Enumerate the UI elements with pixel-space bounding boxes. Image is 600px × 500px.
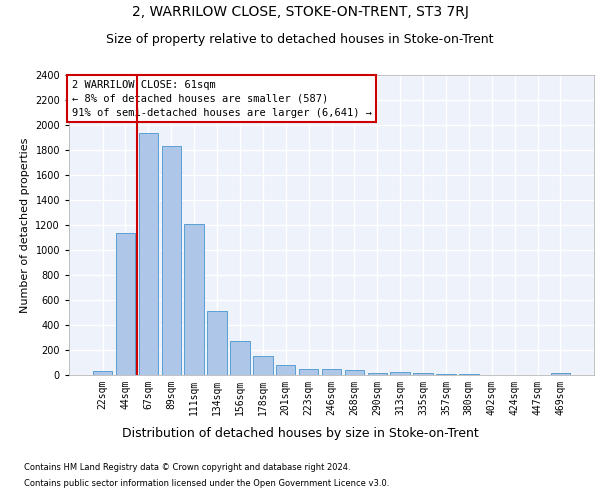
Bar xyxy=(459,374,479,375)
Text: Size of property relative to detached houses in Stoke-on-Trent: Size of property relative to detached ho… xyxy=(106,32,494,46)
Bar xyxy=(184,224,204,375)
Bar xyxy=(436,374,455,375)
Bar xyxy=(322,370,341,375)
Bar xyxy=(161,146,181,375)
Text: Contains HM Land Registry data © Crown copyright and database right 2024.: Contains HM Land Registry data © Crown c… xyxy=(24,464,350,472)
Bar xyxy=(230,340,250,375)
Bar xyxy=(413,373,433,375)
Bar xyxy=(116,232,135,375)
Y-axis label: Number of detached properties: Number of detached properties xyxy=(20,138,29,312)
Bar xyxy=(344,370,364,375)
Bar xyxy=(551,372,570,375)
Text: Distribution of detached houses by size in Stoke-on-Trent: Distribution of detached houses by size … xyxy=(122,428,478,440)
Bar xyxy=(93,371,112,375)
Text: Contains public sector information licensed under the Open Government Licence v3: Contains public sector information licen… xyxy=(24,478,389,488)
Bar xyxy=(368,372,387,375)
Bar xyxy=(139,132,158,375)
Bar xyxy=(253,356,272,375)
Text: 2, WARRILOW CLOSE, STOKE-ON-TRENT, ST3 7RJ: 2, WARRILOW CLOSE, STOKE-ON-TRENT, ST3 7… xyxy=(131,5,469,19)
Text: 2 WARRILOW CLOSE: 61sqm
← 8% of detached houses are smaller (587)
91% of semi-de: 2 WARRILOW CLOSE: 61sqm ← 8% of detached… xyxy=(71,80,371,118)
Bar xyxy=(299,369,319,375)
Bar xyxy=(391,372,410,375)
Bar xyxy=(276,365,295,375)
Bar xyxy=(208,311,227,375)
